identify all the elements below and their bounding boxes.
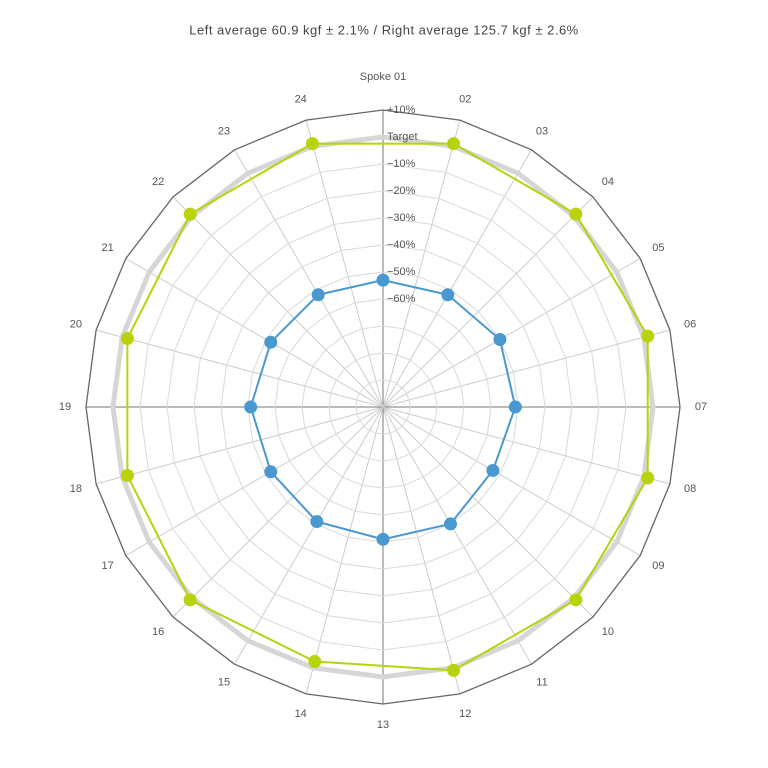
grid-ring [220, 244, 546, 570]
spoke-label: 06 [684, 319, 696, 331]
spoke-label: 17 [101, 560, 113, 572]
spoke-label: 24 [295, 94, 307, 106]
data-point [486, 463, 500, 477]
spoke-label: 14 [295, 708, 307, 720]
spoke-label: 20 [70, 319, 82, 331]
data-point [120, 468, 134, 482]
spoke-axis [234, 406, 384, 665]
spoke-axis [382, 406, 594, 618]
data-point [120, 332, 134, 346]
spoke-axis [382, 196, 594, 408]
spoke-label: 13 [377, 719, 389, 731]
grid-ring [274, 298, 492, 516]
spoke-label: 04 [602, 176, 614, 188]
r-tick-label: −30% [387, 212, 416, 224]
data-point [264, 465, 278, 479]
grid-ring [355, 379, 411, 435]
data-point [508, 400, 522, 414]
grid-ring [193, 217, 573, 597]
spoke-axis [382, 258, 641, 408]
r-tick-label: −60% [387, 293, 416, 305]
data-point [311, 288, 325, 302]
spoke-axis [382, 406, 532, 665]
spoke-label: 02 [459, 94, 471, 106]
spoke-axis [382, 406, 641, 556]
grid-ring [166, 190, 600, 624]
chart-title: Left average 60.9 kgf ± 2.1% / Right ave… [189, 22, 579, 37]
data-point [641, 329, 655, 343]
data-point [305, 137, 319, 151]
spoke-label: 08 [684, 483, 696, 495]
data-point [447, 663, 461, 677]
spoke-axis [125, 258, 384, 408]
grid-ring [301, 325, 465, 489]
spoke-axis [305, 119, 384, 408]
data-point [376, 532, 390, 546]
r-tick-label: −20% [387, 185, 416, 197]
grid-ring [328, 352, 438, 462]
spoke-axis [95, 329, 384, 408]
spoke-axis [95, 406, 384, 485]
spoke-axis [382, 119, 461, 408]
r-tick-label: −50% [387, 266, 416, 278]
r-tick-label: Target [387, 131, 418, 143]
spoke-label: Spoke 01 [360, 71, 406, 83]
r-tick-label: −40% [387, 239, 416, 251]
spoke-axis [125, 406, 384, 556]
spoke-label: 03 [536, 126, 548, 138]
data-point [264, 335, 278, 349]
data-point [183, 593, 197, 607]
data-point [183, 207, 197, 221]
spoke-label: 10 [602, 626, 614, 638]
spoke-axis [382, 329, 671, 408]
data-point [569, 593, 583, 607]
spoke-axis [172, 196, 384, 408]
data-point [444, 517, 457, 531]
data-point [376, 273, 390, 287]
spoke-axis [305, 406, 384, 695]
spoke-label: 23 [218, 126, 230, 138]
spoke-label: 22 [152, 176, 164, 188]
data-point [310, 515, 324, 529]
spoke-axis [172, 406, 384, 618]
spoke-axis [382, 149, 532, 408]
grid-ring [139, 163, 627, 651]
data-point [569, 207, 583, 221]
r-tick-label: −10% [387, 158, 416, 170]
spoke-label: 16 [152, 626, 164, 638]
data-point [641, 471, 655, 485]
spoke-label: 21 [101, 242, 113, 254]
spoke-axis [382, 406, 461, 695]
data-point [447, 137, 461, 151]
spoke-axis [234, 149, 384, 408]
spoke-label: 07 [695, 401, 707, 413]
spoke-label: 05 [652, 242, 664, 254]
spoke-label: 12 [459, 708, 471, 720]
spoke-label: 15 [218, 676, 230, 688]
grid-ring [85, 109, 681, 705]
grid-ring [110, 134, 656, 680]
spoke-label: 19 [59, 401, 71, 413]
spoke-label: 09 [652, 560, 664, 572]
spoke-label: 11 [536, 676, 547, 688]
r-tick-label: +10% [387, 104, 416, 116]
data-point [441, 288, 455, 302]
spoke-axis [382, 406, 671, 485]
data-point [493, 333, 507, 346]
data-point [244, 400, 258, 414]
data-point [308, 655, 322, 669]
spoke-label: 18 [70, 483, 82, 495]
